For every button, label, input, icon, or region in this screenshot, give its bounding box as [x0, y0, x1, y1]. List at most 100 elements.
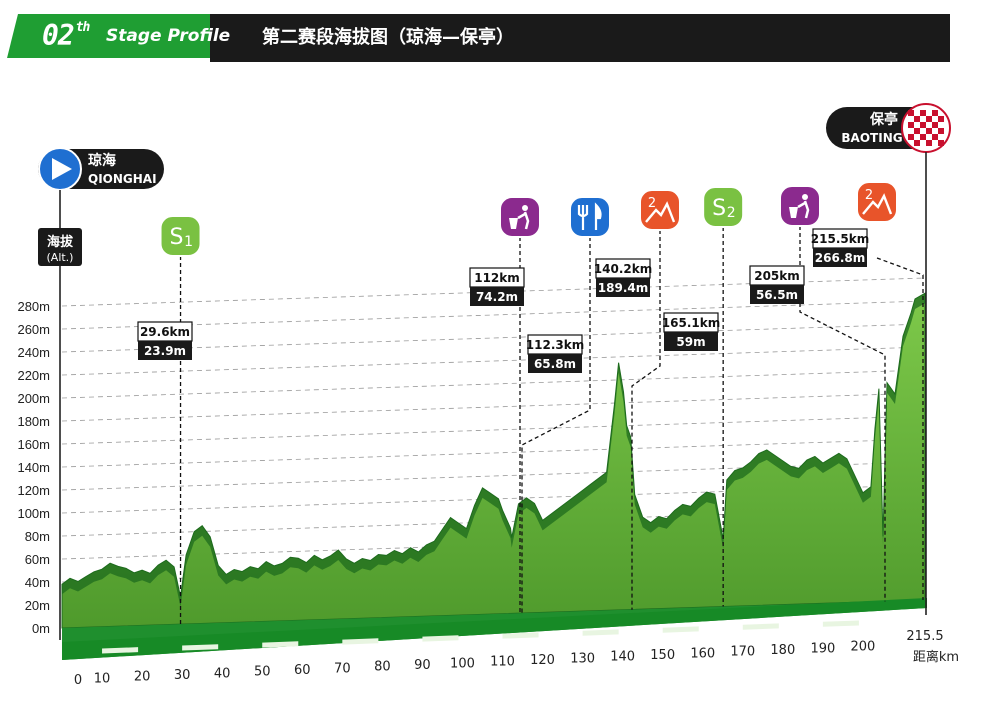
- road-marking: [422, 635, 459, 642]
- checker-square: [932, 134, 938, 140]
- checker-square: [914, 116, 920, 122]
- marker-label: 215.5km 266.8m: [811, 228, 869, 267]
- marker-dash-line: [521, 237, 591, 614]
- marker-alt-box: [813, 248, 867, 267]
- climb-icon-category: 2: [648, 196, 656, 211]
- checker-square: [926, 116, 932, 122]
- marker-km-label: 112.3km: [526, 338, 584, 352]
- checker-square: [920, 122, 926, 128]
- x-tick-label: 20: [134, 670, 151, 685]
- terrain-crest: [62, 293, 925, 607]
- trash-icon-bin: [789, 207, 798, 218]
- checker-square: [938, 116, 944, 122]
- marker-alt-box: [470, 287, 524, 306]
- y-tick-label: 20m: [25, 598, 50, 613]
- y-tick-label: 140m: [17, 460, 50, 475]
- road-marking: [262, 641, 299, 648]
- y-tick-label: 200m: [17, 391, 50, 406]
- start-name-en: QIONGHAI: [88, 172, 157, 186]
- trash-icon-person: [797, 200, 810, 219]
- y-tick-label: 60m: [25, 552, 50, 567]
- y-tick-label: 40m: [25, 575, 50, 590]
- x-tick-label: 110: [490, 655, 515, 670]
- y-tick-label: 220m: [17, 368, 50, 383]
- x-tick-label: 10: [94, 671, 111, 686]
- x-tick-label: 160: [690, 646, 715, 661]
- y-tick-label: 160m: [17, 437, 50, 452]
- x-tick-label: 0: [74, 673, 82, 688]
- x-tick-label: 90: [414, 658, 431, 673]
- climb-icon: 2: [639, 189, 681, 231]
- marker-dash-line: [631, 230, 661, 610]
- y-tick-label: 0m: [32, 621, 50, 636]
- marker-alt-box: [596, 278, 650, 297]
- marker-km-label: 29.6km: [140, 325, 190, 339]
- finish-flag: 保亭 BAOTING: [826, 103, 951, 615]
- start-name-cn: 琼海: [88, 152, 116, 169]
- marker-alt-label: 65.8m: [534, 357, 576, 371]
- road-marking: [742, 623, 779, 630]
- feed-icon-knife: [594, 202, 602, 230]
- y-axis-label-en: (Alt.): [47, 251, 74, 264]
- trash-icon-head: [522, 205, 528, 211]
- y-tick-label: 280m: [17, 299, 50, 314]
- marker-alt-box: [138, 341, 192, 360]
- feed-icon: [569, 196, 611, 238]
- point-marker-2: 112km 74.2m: [469, 196, 541, 614]
- marker-km-label: 112km: [474, 271, 520, 285]
- x-tick-label: 170: [730, 645, 755, 660]
- x-tick-label: 215.5: [906, 629, 943, 644]
- marker-km-label: 165.1km: [662, 316, 720, 330]
- y-tick-label: 180m: [17, 414, 50, 429]
- stage-title-cn: 第二赛段海拔图（琼海—保亭）: [262, 27, 514, 48]
- sprint-icon-number: 2: [727, 205, 736, 221]
- stage-suffix: th: [75, 20, 91, 35]
- start-flag: 琼海 QIONGHAI: [38, 147, 164, 228]
- marker-label: 205km 56.5m: [749, 265, 805, 304]
- checker-square: [908, 134, 914, 140]
- checker-square: [908, 110, 914, 116]
- feed-icon-bg: [569, 196, 611, 238]
- header-black-bar: [210, 14, 950, 62]
- checker-square: [914, 140, 920, 146]
- checker-square: [932, 122, 938, 128]
- sprint-icon-bg: [702, 186, 745, 228]
- climb-icon-category: 2: [865, 188, 873, 203]
- climb-icon: 2: [856, 181, 898, 223]
- marker-km-label: 140.2km: [594, 262, 652, 276]
- marker-alt-label: 266.8m: [815, 251, 865, 265]
- x-tick-label: 70: [334, 661, 351, 676]
- point-marker-1: S 1 29.6km 23.9m: [137, 215, 202, 625]
- x-tick-label: 200: [851, 640, 876, 655]
- trash-icon-bin: [509, 218, 518, 229]
- marker-label: 29.6km 23.9m: [137, 321, 193, 360]
- point-marker-3: 112.3km 65.8m: [521, 196, 611, 614]
- marker-dash-line: [876, 257, 924, 600]
- marker-alt-box: [664, 332, 718, 351]
- y-tick-label: 100m: [17, 506, 50, 521]
- road-marking: [102, 647, 139, 654]
- x-tick-label: 50: [254, 665, 271, 680]
- finish-checker-squares: [908, 110, 944, 146]
- x-tick-label: 180: [770, 643, 795, 658]
- climb-icon-bg: [856, 181, 898, 223]
- checker-square: [920, 110, 926, 116]
- marker-label: 112.3km 65.8m: [526, 334, 584, 373]
- road-marking: [182, 644, 219, 651]
- x-tick-label: 140: [610, 650, 635, 665]
- point-marker-7: 2 215.5km 266.8m: [811, 181, 924, 600]
- checker-square: [938, 128, 944, 134]
- x-tick-label: 40: [214, 666, 231, 681]
- road-marking: [342, 638, 379, 645]
- checker-square: [908, 122, 914, 128]
- grid-line: [61, 369, 926, 399]
- y-tick-label: 260m: [17, 322, 50, 337]
- finish-name-cn: 保亭: [869, 111, 898, 128]
- checker-square: [938, 140, 944, 146]
- sprint-icon-letter: S: [170, 225, 184, 250]
- road-marking: [822, 620, 859, 627]
- y-tick-label: 80m: [25, 529, 50, 544]
- marker-alt-label: 74.2m: [476, 290, 518, 304]
